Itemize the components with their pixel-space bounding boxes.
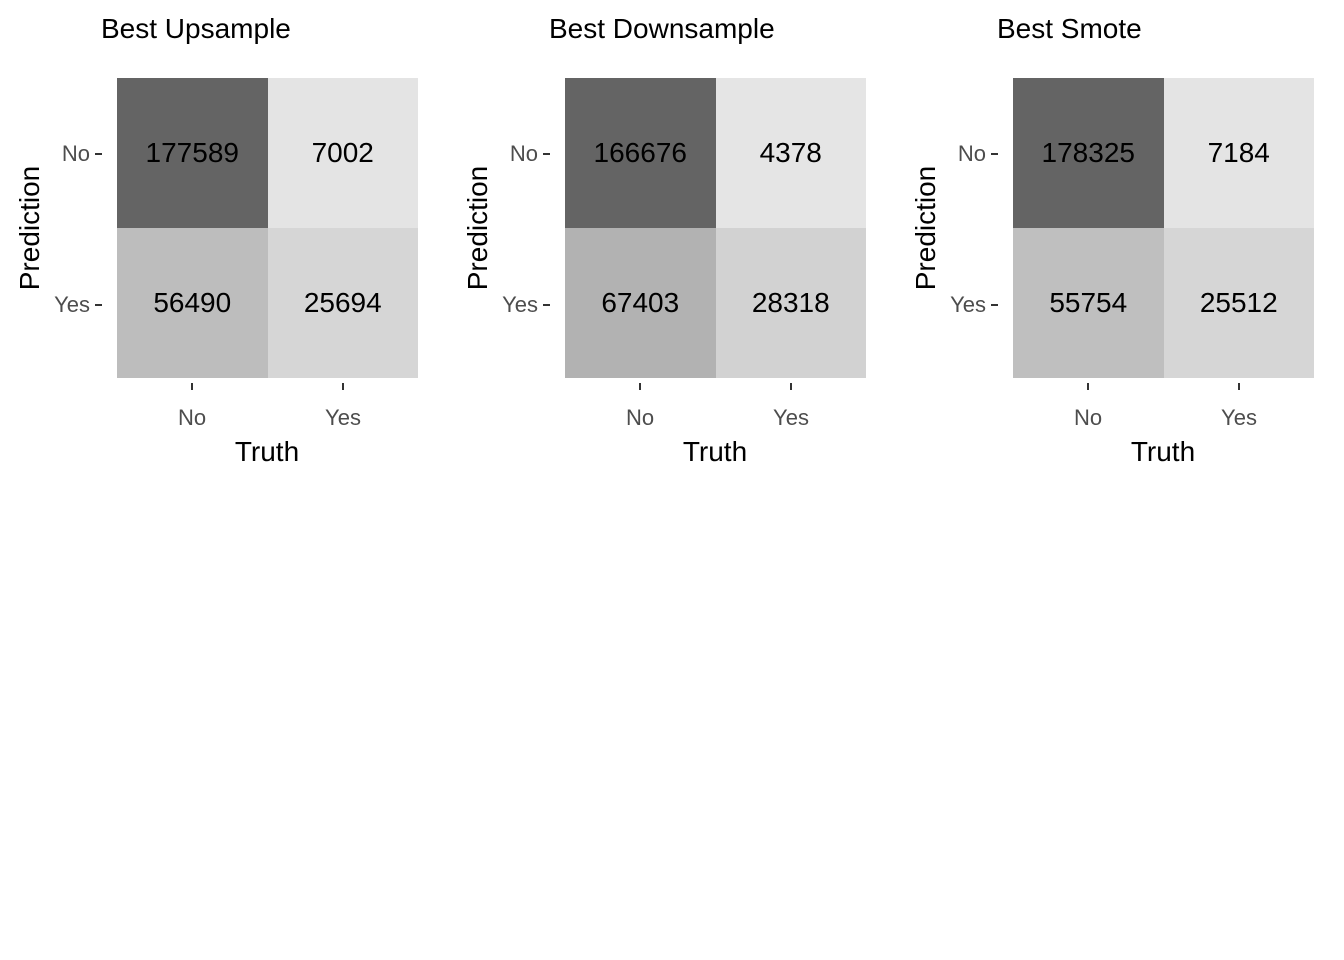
panel-title: Best Upsample	[101, 13, 291, 44]
confusion-matrix: 166676 4378 67403 28318	[565, 78, 866, 378]
x-tick-label-yes: Yes	[1221, 405, 1257, 430]
y-tick-mark	[543, 304, 550, 306]
cell-pred-yes-truth-no: 56490	[117, 228, 268, 378]
y-axis-title: Prediction	[14, 165, 45, 291]
x-tick-label-no: No	[1073, 405, 1103, 430]
x-tick-mark	[1087, 383, 1089, 390]
x-axis-title: Truth	[1130, 436, 1196, 467]
cell-pred-yes-truth-no: 55754	[1013, 228, 1164, 378]
panel-title: Best Downsample	[549, 13, 775, 44]
panel-title: Best Smote	[997, 13, 1142, 44]
panel-best-upsample: Best Upsample Prediction No Yes 177589 7…	[0, 0, 448, 480]
cell-pred-yes-truth-yes: 28318	[715, 228, 866, 378]
y-tick-label-no: No	[957, 141, 986, 166]
cell-pred-no-truth-yes: 7002	[267, 78, 418, 228]
x-tick-mark	[790, 383, 792, 390]
x-axis-title: Truth	[682, 436, 748, 467]
cell-pred-yes-truth-yes: 25694	[267, 228, 418, 378]
x-tick-label-yes: Yes	[325, 405, 361, 430]
panel-best-downsample: Best Downsample Prediction No Yes 166676…	[448, 0, 896, 480]
y-tick-mark	[95, 304, 102, 306]
x-tick-mark	[191, 383, 193, 390]
x-tick-label-no: No	[625, 405, 655, 430]
y-axis-title: Prediction	[910, 165, 941, 291]
y-tick-mark	[991, 153, 998, 155]
cell-pred-no-truth-no: 166676	[565, 78, 716, 228]
cell-pred-yes-truth-yes: 25512	[1163, 228, 1314, 378]
y-tick-label-no: No	[509, 141, 538, 166]
y-tick-label-yes: Yes	[54, 292, 90, 317]
y-tick-mark	[991, 304, 998, 306]
x-tick-label-yes: Yes	[773, 405, 809, 430]
x-tick-mark	[639, 383, 641, 390]
y-tick-mark	[95, 153, 102, 155]
y-tick-label-yes: Yes	[950, 292, 986, 317]
confusion-matrix: 177589 7002 56490 25694	[117, 78, 418, 378]
cell-pred-no-truth-yes: 4378	[715, 78, 866, 228]
x-axis-title: Truth	[234, 436, 300, 467]
x-tick-mark	[1238, 383, 1240, 390]
confusion-matrix: 178325 7184 55754 25512	[1013, 78, 1314, 378]
y-tick-mark	[543, 153, 550, 155]
cell-pred-no-truth-no: 178325	[1013, 78, 1164, 228]
cell-pred-no-truth-yes: 7184	[1163, 78, 1314, 228]
cell-pred-no-truth-no: 177589	[117, 78, 268, 228]
cell-pred-yes-truth-no: 67403	[565, 228, 716, 378]
panel-best-smote: Best Smote Prediction No Yes 178325 7184…	[896, 0, 1344, 480]
y-axis-title: Prediction	[462, 165, 493, 291]
y-tick-label-no: No	[61, 141, 90, 166]
x-tick-label-no: No	[177, 405, 207, 430]
y-tick-label-yes: Yes	[502, 292, 538, 317]
x-tick-mark	[342, 383, 344, 390]
